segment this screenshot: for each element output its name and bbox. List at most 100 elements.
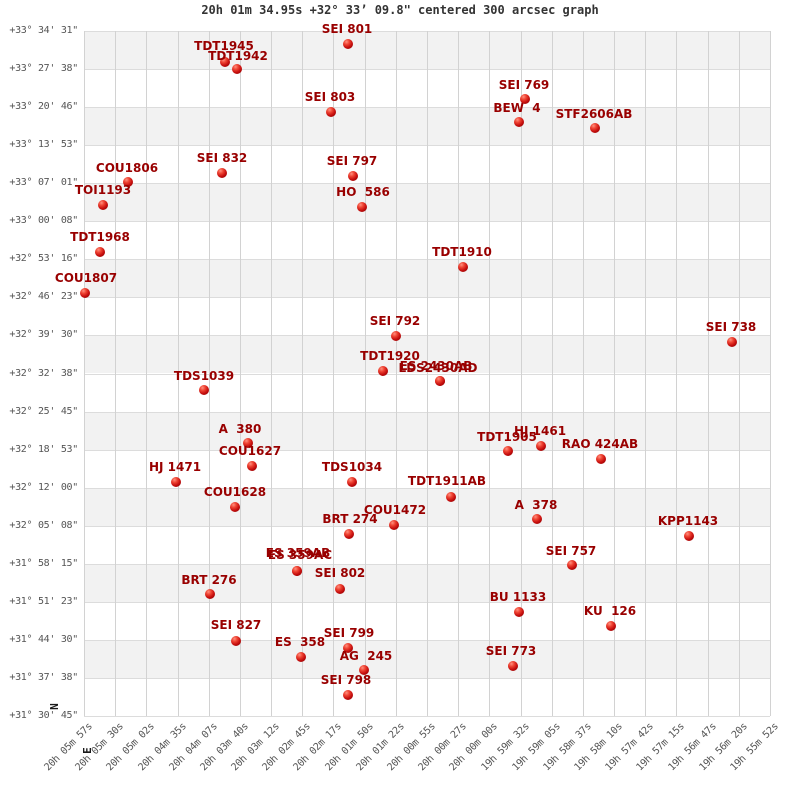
star-label[interactable]: SEI 802 [314, 566, 366, 580]
star-dot[interactable] [435, 376, 445, 386]
compass-east-indicator: E [80, 747, 94, 754]
star-label[interactable]: TDT1911AB [407, 474, 487, 488]
star-dot[interactable] [389, 520, 399, 530]
star-dot[interactable] [296, 652, 306, 662]
star-dot[interactable] [378, 366, 388, 376]
star-label[interactable]: SEI 769 [498, 78, 550, 92]
star-label[interactable]: COU1627 [218, 444, 282, 458]
star-label[interactable]: TDT1910 [432, 245, 492, 259]
gridline-vertical [240, 31, 241, 716]
star-dot[interactable] [326, 107, 336, 117]
star-dot[interactable] [684, 531, 694, 541]
star-dot[interactable] [514, 117, 524, 127]
star-dot[interactable] [344, 529, 354, 539]
star-dot[interactable] [514, 607, 524, 617]
y-tick-label: +32° 12' 00" [9, 481, 78, 493]
star-label[interactable]: SEI 792 [369, 314, 421, 328]
star-dot[interactable] [590, 123, 600, 133]
star-dot[interactable] [171, 477, 181, 487]
star-dot[interactable] [503, 446, 513, 456]
star-label[interactable]: ES 359AC [267, 548, 333, 562]
star-dot[interactable] [567, 560, 577, 570]
star-dot[interactable] [343, 643, 353, 653]
star-dot[interactable] [348, 171, 358, 181]
star-dot[interactable] [508, 661, 518, 671]
star-dot[interactable] [357, 202, 367, 212]
star-dot[interactable] [230, 502, 240, 512]
star-label[interactable]: HO 586 [336, 185, 390, 199]
gridline-vertical [271, 31, 272, 716]
star-dot[interactable] [727, 337, 737, 347]
star-dot[interactable] [199, 385, 209, 395]
star-label[interactable]: TDT1968 [70, 230, 130, 244]
star-dot[interactable] [247, 461, 257, 471]
star-label[interactable]: SEI 757 [545, 544, 597, 558]
star-dot[interactable] [95, 247, 105, 257]
star-label[interactable]: KU 126 [583, 604, 637, 618]
star-dot[interactable] [343, 39, 353, 49]
star-label[interactable]: TDS1034 [321, 460, 383, 474]
star-label[interactable]: ES 2430AB [399, 359, 473, 373]
star-label[interactable]: COU1472 [363, 503, 427, 517]
star-dot[interactable] [232, 64, 242, 74]
star-dot[interactable] [520, 94, 530, 104]
star-label[interactable]: SEI 798 [320, 673, 372, 687]
star-label[interactable]: ES 358 [274, 635, 326, 649]
star-label[interactable]: A 378 [514, 498, 558, 512]
star-dot[interactable] [205, 589, 215, 599]
star-dot[interactable] [220, 57, 230, 67]
star-label[interactable]: AG 245 [339, 649, 393, 663]
star-label[interactable]: SEI 801 [321, 22, 373, 36]
star-label[interactable]: SEI 797 [326, 154, 378, 168]
star-label[interactable]: BU 1133 [489, 590, 547, 604]
star-dot[interactable] [80, 288, 90, 298]
star-label[interactable]: SEI 773 [485, 644, 537, 658]
star-label[interactable]: SEI 827 [210, 618, 262, 632]
star-label[interactable]: SEI 832 [196, 151, 248, 165]
star-label[interactable]: SEI 799 [323, 626, 375, 640]
star-dot[interactable] [446, 492, 456, 502]
star-label[interactable]: TDT1942 [208, 49, 268, 63]
star-label[interactable]: SEI 738 [705, 320, 757, 334]
star-label[interactable]: TOI1193 [74, 183, 132, 197]
star-label[interactable]: HJ 1471 [148, 460, 202, 474]
star-label[interactable]: RAO 424AB [561, 437, 639, 451]
star-dot[interactable] [532, 514, 542, 524]
star-label[interactable]: COU1807 [54, 271, 118, 285]
star-dot[interactable] [335, 584, 345, 594]
star-label[interactable]: HJ 1461 [513, 424, 567, 438]
gridline-vertical [365, 31, 366, 716]
star-dot[interactable] [217, 168, 227, 178]
star-dot[interactable] [606, 621, 616, 631]
star-label[interactable]: BRT 276 [181, 573, 237, 587]
star-label[interactable]: ES 359AB [265, 546, 331, 560]
star-label[interactable]: TDT1920 [360, 349, 420, 363]
star-label[interactable]: TDT1905 [477, 430, 537, 444]
star-label[interactable]: COU1806 [95, 161, 159, 175]
star-label[interactable]: TDS1039 [173, 369, 235, 383]
star-label[interactable]: TDT1945 [194, 39, 254, 53]
star-label[interactable]: LDS2430AD [398, 361, 478, 375]
star-dot[interactable] [458, 262, 468, 272]
star-dot[interactable] [347, 477, 357, 487]
star-dot[interactable] [536, 441, 546, 451]
gridline-vertical [739, 31, 740, 716]
gridline-horizontal [84, 716, 770, 717]
star-dot[interactable] [391, 331, 401, 341]
star-label[interactable]: A 380 [218, 422, 262, 436]
star-dot[interactable] [98, 200, 108, 210]
star-dot[interactable] [292, 566, 302, 576]
star-dot[interactable] [343, 690, 353, 700]
star-dot[interactable] [359, 665, 369, 675]
star-dot[interactable] [231, 636, 241, 646]
star-dot[interactable] [243, 438, 253, 448]
star-label[interactable]: STF2606AB [555, 107, 633, 121]
star-label[interactable]: KPP1143 [657, 514, 719, 528]
star-label[interactable]: COU1628 [203, 485, 267, 499]
star-label[interactable]: BEW 4 [493, 101, 541, 115]
star-label[interactable]: BRT 274 [322, 512, 378, 526]
star-label[interactable]: SEI 803 [304, 90, 356, 104]
star-dot[interactable] [123, 177, 133, 187]
star-dot[interactable] [596, 454, 606, 464]
